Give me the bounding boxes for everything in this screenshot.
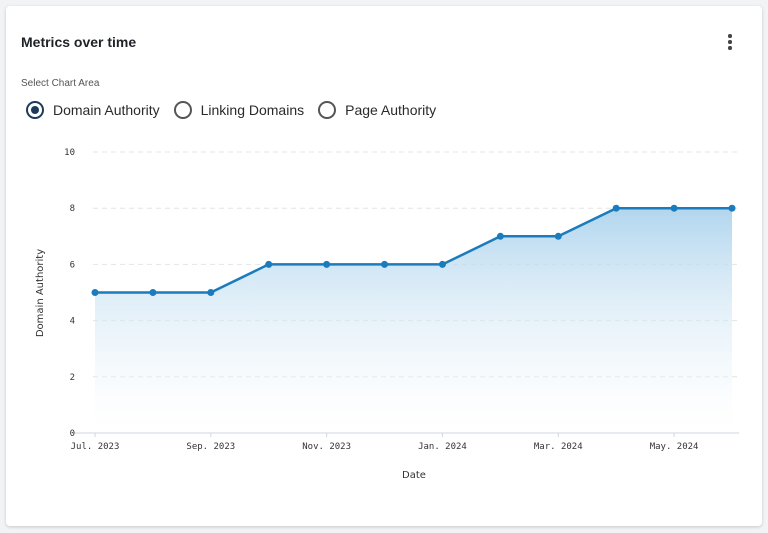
data-point[interactable] xyxy=(438,260,446,268)
data-point[interactable] xyxy=(670,204,678,212)
data-point[interactable] xyxy=(323,260,331,268)
chart-area-label: Select Chart Area xyxy=(21,78,100,89)
data-point[interactable] xyxy=(496,232,504,240)
data-point[interactable] xyxy=(381,260,389,268)
radio-linking-domains[interactable]: Linking Domains xyxy=(173,101,305,119)
y-tick-label: 8 xyxy=(70,204,75,214)
data-point[interactable] xyxy=(612,204,620,212)
x-axis-title: Date xyxy=(402,470,426,481)
data-point[interactable] xyxy=(207,289,215,296)
x-tick-label: Nov. 2023 xyxy=(302,442,351,452)
series-line xyxy=(95,206,732,294)
y-axis-title: Domain Authority xyxy=(35,249,46,337)
data-point[interactable] xyxy=(728,204,736,212)
radio-selected-icon xyxy=(26,101,44,119)
x-tick-label: Sep. 2023 xyxy=(186,442,235,452)
data-point[interactable] xyxy=(265,260,273,268)
radio-label: Page Authority xyxy=(345,102,437,118)
y-tick-label: 4 xyxy=(70,317,75,327)
radio-label: Domain Authority xyxy=(53,102,160,118)
data-point[interactable] xyxy=(91,289,99,296)
data-point[interactable] xyxy=(554,232,562,240)
data-point[interactable] xyxy=(149,289,157,296)
radio-unselected-icon xyxy=(173,101,192,119)
y-tick-label: 10 xyxy=(64,148,75,158)
more-vertical-icon[interactable] xyxy=(722,32,738,52)
x-tick-label: Mar. 2024 xyxy=(534,442,583,452)
metrics-card: Metrics over time Select Chart Area Doma… xyxy=(6,6,762,526)
card-title: Metrics over time xyxy=(21,34,137,50)
radio-page-authority[interactable]: Page Authority xyxy=(318,101,436,119)
metrics-chart: 0 2 4 6 8 10 Jul. 2023 Sep. 2023 Nov. 2023 Jan. 2… xyxy=(35,148,739,481)
series-area xyxy=(95,208,732,433)
x-tick-label: May. 2024 xyxy=(650,442,699,452)
radio-domain-authority[interactable]: Domain Authority xyxy=(26,101,160,119)
x-tick-label: Jan. 2024 xyxy=(418,442,467,452)
y-tick-label: 2 xyxy=(70,373,75,383)
radio-unselected-icon xyxy=(318,101,337,119)
y-tick-label: 6 xyxy=(70,260,75,270)
radio-label: Linking Domains xyxy=(200,102,305,118)
x-tick-label: Jul. 2023 xyxy=(71,442,120,452)
chart-area-radio-group: Domain Authority Linking Domains Page Au… xyxy=(26,101,450,119)
y-tick-label: 0 xyxy=(70,429,75,439)
